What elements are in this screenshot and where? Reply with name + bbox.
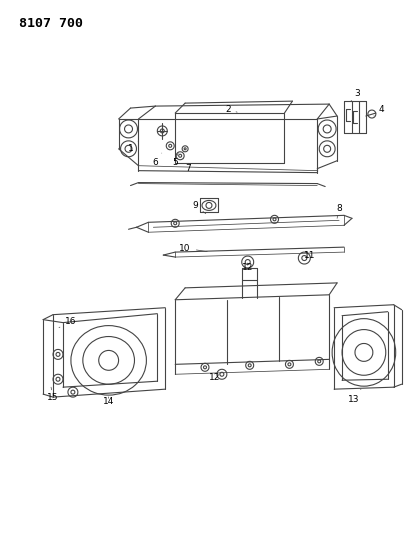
Text: 8107 700: 8107 700 <box>19 17 83 30</box>
Text: 11: 11 <box>303 251 314 260</box>
Text: 12: 12 <box>241 263 253 272</box>
Text: 7: 7 <box>183 159 191 173</box>
Text: 4: 4 <box>373 104 384 116</box>
Text: 8: 8 <box>335 204 341 219</box>
Text: 3: 3 <box>350 88 359 101</box>
Text: 5: 5 <box>172 153 178 167</box>
Text: 6: 6 <box>152 153 161 167</box>
Text: 10: 10 <box>179 244 207 253</box>
Text: 2: 2 <box>225 104 236 114</box>
Text: 14: 14 <box>103 397 114 406</box>
Text: 1: 1 <box>127 141 138 154</box>
Text: 12: 12 <box>209 373 220 382</box>
Text: 16: 16 <box>59 317 76 328</box>
Text: 13: 13 <box>347 389 360 403</box>
Text: 9: 9 <box>192 201 205 214</box>
Text: 15: 15 <box>47 387 58 401</box>
